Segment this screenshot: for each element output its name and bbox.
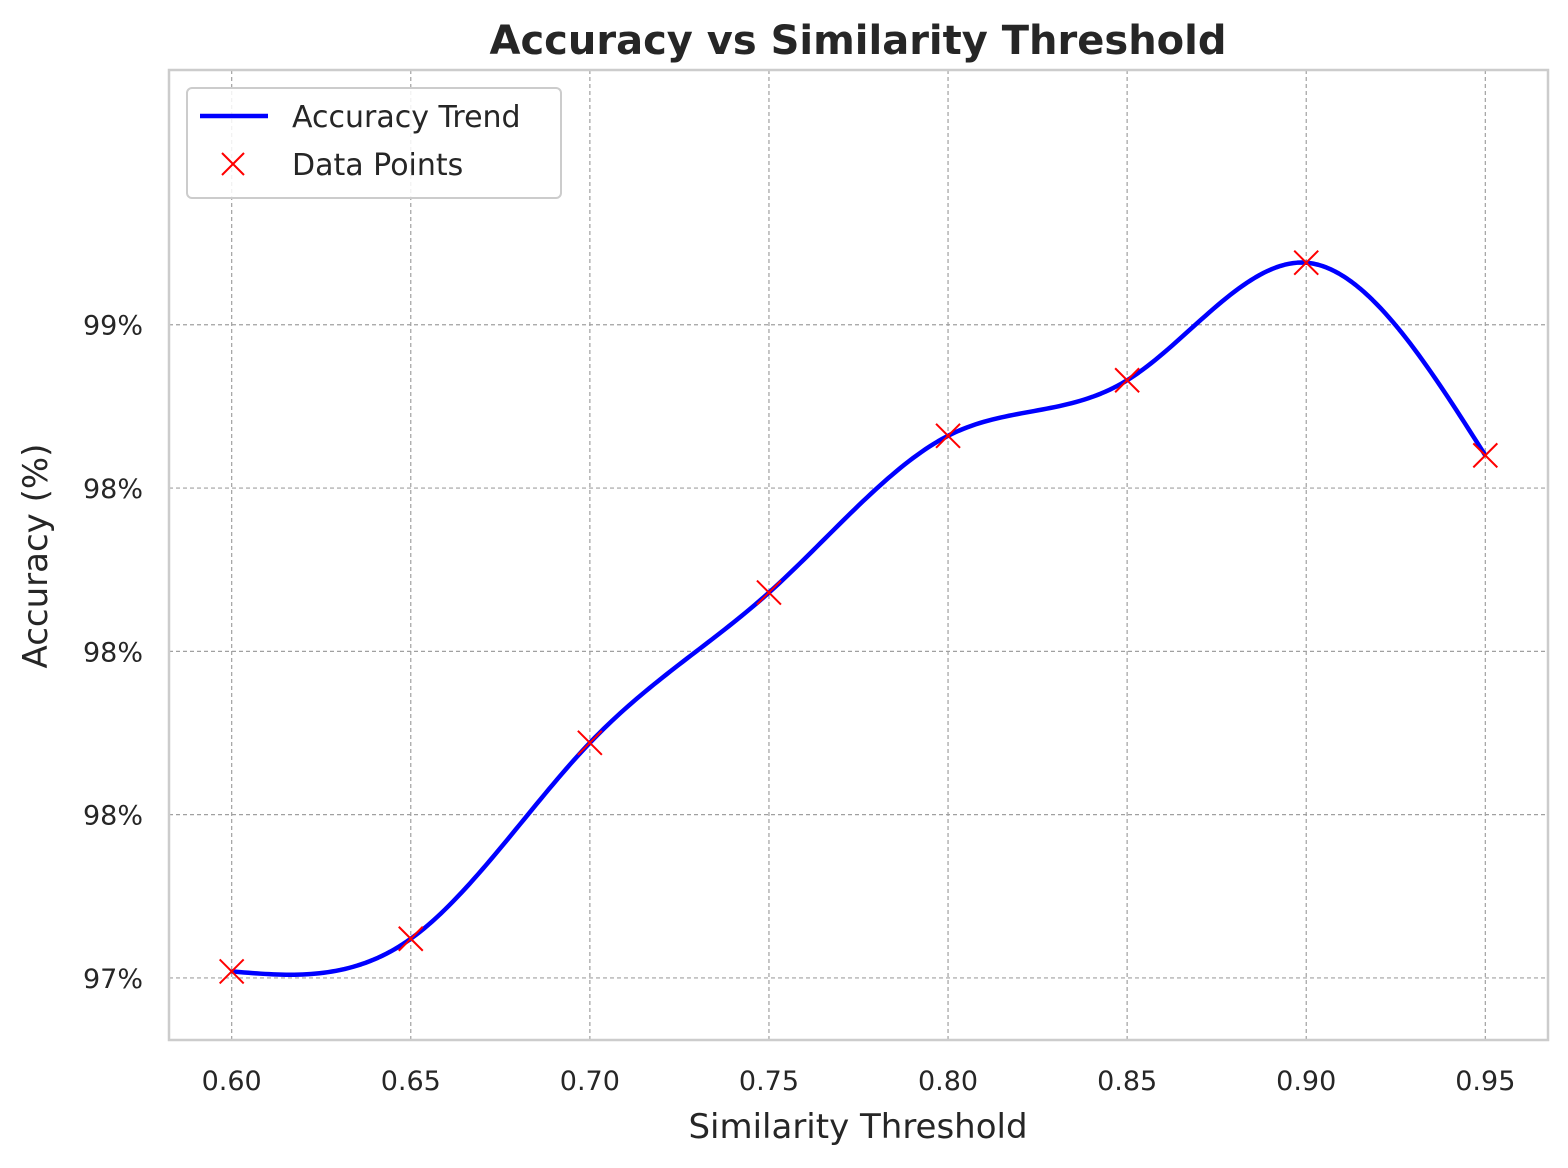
- legend-label-accuracy-trend: Accuracy Trend: [292, 100, 521, 135]
- data-point-marker: [1114, 367, 1140, 393]
- x-tick-label: 0.90: [1276, 1066, 1336, 1097]
- data-point-marker: [577, 730, 603, 756]
- legend-box: [186, 87, 562, 199]
- y-tick-label: 99%: [83, 311, 143, 342]
- data-point-marker: [1472, 442, 1499, 469]
- x-tick-label: 0.65: [381, 1066, 441, 1097]
- grid-lines: [169, 70, 1548, 1040]
- y-tick-label: 98%: [83, 474, 143, 505]
- y-axis-title: Accuracy (%): [16, 444, 56, 669]
- y-tick-label: 98%: [83, 637, 143, 668]
- legend-label-data-points: Data Points: [292, 148, 463, 183]
- x-tick-label: 0.80: [918, 1066, 978, 1097]
- legend: Accuracy Trend Data Points: [186, 87, 562, 199]
- series-layer: [218, 249, 1499, 985]
- data-point-marker: [1293, 249, 1319, 276]
- data-point-marker: [935, 423, 961, 449]
- series-line-accuracy-trend: [231, 260, 1488, 977]
- tick-labels: 0.60 0.65 0.70 0.75 0.80 0.85 0.90 0.95 97% 98% 98…: [83, 311, 1515, 1097]
- data-point-marker: [398, 926, 424, 952]
- x-tick-label: 0.60: [202, 1066, 262, 1097]
- x-axis-title: Similarity Threshold: [688, 1107, 1027, 1147]
- data-point-marker: [218, 958, 245, 985]
- data-point-marker: [756, 579, 782, 606]
- y-tick-label: 97%: [83, 964, 143, 995]
- x-tick-label: 0.95: [1455, 1066, 1515, 1097]
- x-tick-label: 0.75: [739, 1066, 799, 1097]
- x-tick-label: 0.85: [1097, 1066, 1157, 1097]
- x-tick-label: 0.70: [560, 1066, 620, 1097]
- chart-title: Accuracy vs Similarity Threshold: [490, 18, 1227, 64]
- y-tick-label: 98%: [83, 801, 143, 832]
- legend-x-marker-swatch: [221, 152, 245, 176]
- plot-frame: [167, 68, 1550, 1042]
